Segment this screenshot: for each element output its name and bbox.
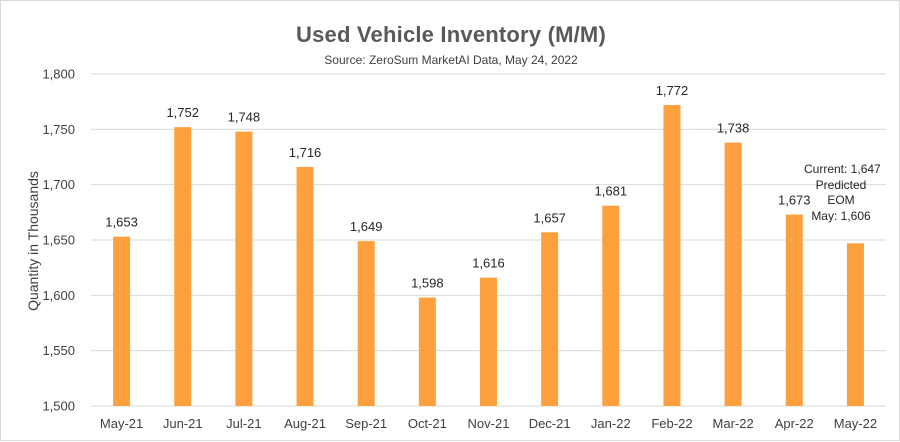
data-label: 1,752 — [166, 105, 199, 120]
x-tick-labels: May-21 Jun-21 Jul-21 Aug-21 Sep-21 Oct-21 Nov-… — [100, 416, 877, 431]
data-label: 1,649 — [350, 219, 383, 234]
data-label: 1,616 — [472, 256, 505, 271]
x-tick-label: Mar-22 — [713, 416, 754, 431]
chart-subtitle: Source: ZeroSum MarketAI Data, May 24, 2… — [324, 53, 578, 67]
bar-feb-22 — [663, 104, 681, 406]
chart-title: Used Vehicle Inventory (M/M) — [295, 22, 606, 47]
bar-jun-21 — [174, 127, 192, 407]
annotation-line-predicted: Predicted — [815, 177, 867, 192]
bar-dec-21 — [541, 232, 559, 406]
x-tick-label: May-22 — [834, 416, 877, 431]
x-tick-label: Dec-21 — [529, 416, 571, 431]
bar-jul-21 — [235, 131, 253, 406]
bar-aug-21 — [296, 166, 314, 406]
data-label: 1,738 — [717, 121, 750, 136]
y-tick-label: 1,500 — [42, 399, 75, 414]
x-tick-label: Feb-22 — [651, 416, 692, 431]
bar-sep-21 — [357, 241, 375, 406]
y-tick-labels: 1,500 1,550 1,600 1,650 1,700 1,750 1,800 — [42, 67, 75, 414]
bar-may-22 — [846, 243, 864, 406]
x-tick-label: Oct-21 — [408, 416, 447, 431]
x-tick-label: Jan-22 — [591, 416, 631, 431]
data-label: 1,748 — [228, 110, 261, 125]
may-22-annotation: Current: 1,647 Predicted EOM May: 1,606 — [804, 162, 881, 224]
x-tick-label: Jul-21 — [226, 416, 261, 431]
data-label: 1,657 — [533, 210, 566, 225]
bar-oct-21 — [418, 297, 436, 406]
y-tick-label: 1,550 — [42, 343, 75, 358]
x-tick-label: Sep-21 — [345, 416, 387, 431]
bar-apr-22 — [785, 214, 803, 406]
y-tick-label: 1,700 — [42, 177, 75, 192]
bar-may-21 — [113, 236, 131, 406]
bar-nov-21 — [480, 277, 497, 406]
bar-mar-22 — [724, 142, 742, 406]
data-label: 1,653 — [105, 215, 138, 230]
annotation-line-current: Current: 1,647 — [804, 162, 881, 176]
bar-jan-22 — [602, 205, 620, 406]
annotation-line-may: May: 1,606 — [811, 208, 871, 223]
annotation-line-eom: EOM — [827, 193, 855, 207]
data-label: 1,716 — [289, 145, 322, 160]
y-tick-label: 1,650 — [42, 233, 75, 248]
y-tick-label: 1,750 — [42, 122, 75, 137]
y-tick-label: 1,800 — [42, 67, 75, 82]
data-labels: 1,653 1,752 1,748 1,716 1,649 1,598 1,616 1,657… — [105, 83, 810, 291]
bars — [113, 104, 864, 407]
data-label: 1,673 — [778, 193, 811, 208]
data-label: 1,598 — [411, 276, 444, 291]
x-tick-label: Nov-21 — [468, 416, 510, 431]
y-tick-label: 1,600 — [42, 288, 75, 303]
x-tick-label: Apr-22 — [775, 416, 814, 431]
data-label: 1,681 — [595, 184, 628, 199]
data-label: 1,772 — [656, 83, 689, 98]
x-tick-label: Jun-21 — [163, 416, 203, 431]
x-tick-label: Aug-21 — [284, 416, 326, 431]
x-tick-label: May-21 — [100, 416, 143, 431]
